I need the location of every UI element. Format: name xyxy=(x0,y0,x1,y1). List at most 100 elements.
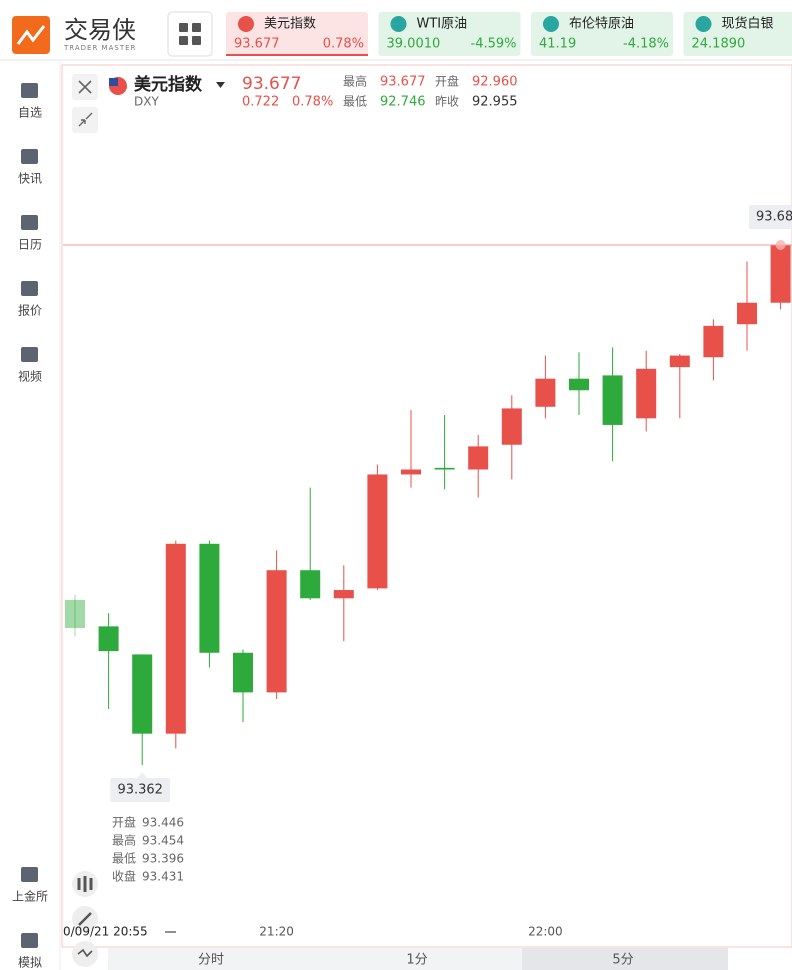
x-tick-label: 22:00 xyxy=(528,925,563,939)
sidebar-label[interactable]: 自选 xyxy=(18,106,42,120)
last-price-box xyxy=(749,204,792,229)
ticker-icon xyxy=(238,16,254,32)
candle-body xyxy=(165,543,186,734)
candle-body xyxy=(233,652,253,693)
hover-label: 最高 xyxy=(112,833,136,848)
sidebar-label[interactable]: 快讯 xyxy=(18,172,42,186)
candle-body xyxy=(737,302,757,325)
candle-body xyxy=(367,474,388,589)
ticker-price: 41.19 xyxy=(539,37,576,52)
sidebar-icon[interactable] xyxy=(21,281,38,296)
quote-change-pct: 0.78% xyxy=(292,95,333,110)
candle-body xyxy=(199,543,220,653)
candle-body xyxy=(569,378,589,391)
stat-label: 昨收 xyxy=(435,95,459,109)
ticker-name: WTI原油 xyxy=(417,17,468,32)
ticker-change: -4.18% xyxy=(623,37,669,52)
hover-value: 93.431 xyxy=(142,870,184,884)
sidebar-icon[interactable] xyxy=(21,347,38,362)
hover-label: 收盘 xyxy=(112,869,136,884)
candle-body xyxy=(535,378,556,407)
candle-body xyxy=(333,590,354,599)
menu-icon xyxy=(179,23,201,45)
logo-text: 交易侠 xyxy=(64,16,136,44)
stat-label: 开盘 xyxy=(435,74,459,89)
menu-button[interactable] xyxy=(167,11,213,57)
stat-value: 93.677 xyxy=(380,75,426,90)
candle-body xyxy=(98,626,119,652)
sidebar-icon[interactable] xyxy=(21,867,38,882)
quote-change: 0.722 xyxy=(242,95,279,110)
min-label: 93.362 xyxy=(117,783,163,798)
shrink-icon xyxy=(78,112,93,127)
sidebar-icon[interactable] xyxy=(21,83,38,98)
ticker-card[interactable] xyxy=(378,12,521,56)
candle-body xyxy=(703,325,724,358)
stat-label: 最高 xyxy=(343,74,367,89)
indicator-icon xyxy=(77,948,93,958)
ticker-name: 美元指数 xyxy=(264,17,316,32)
ticker-card[interactable] xyxy=(531,12,673,56)
tab[interactable]: 分时 xyxy=(198,953,224,968)
ticker-underline xyxy=(226,54,368,56)
candle-body xyxy=(300,570,321,599)
ticker-price: 93.677 xyxy=(234,37,280,52)
candle-body xyxy=(401,469,421,475)
chart-panel xyxy=(61,64,792,948)
candle-body xyxy=(266,570,287,693)
logo-mark xyxy=(16,25,46,45)
stat-value: 92.960 xyxy=(472,75,518,90)
candle-body xyxy=(669,355,690,368)
quote-code: DXY xyxy=(134,95,159,109)
ticker-name: 现货白银 xyxy=(722,16,774,32)
close-icon xyxy=(78,80,92,94)
sidebar-label[interactable]: 上金所 xyxy=(12,889,48,904)
tab-selected xyxy=(522,948,728,970)
dropdown-arrow[interactable] xyxy=(216,82,225,88)
draw-icon xyxy=(78,912,92,926)
logo-sub: TRADER MASTER xyxy=(63,44,136,52)
hover-label: 开盘 xyxy=(112,815,136,830)
hover-value: 93.396 xyxy=(142,852,184,866)
ticker-price: 39.0010 xyxy=(387,37,441,52)
candle-body xyxy=(132,654,153,734)
hover-label: 最低 xyxy=(112,852,136,866)
tab[interactable]: 1分 xyxy=(406,953,427,968)
stat-value: 92.746 xyxy=(380,95,426,110)
ticker-icon xyxy=(543,16,559,32)
candle-body xyxy=(65,599,85,629)
ticker-icon xyxy=(390,16,407,32)
sidebar-label[interactable]: 报价 xyxy=(18,303,42,318)
sidebar-label[interactable]: 视频 xyxy=(18,369,42,384)
sidebar-icon[interactable] xyxy=(21,149,38,164)
sidebar-label[interactable]: 模拟 xyxy=(18,956,42,970)
ticker-change: -4.59% xyxy=(471,37,517,52)
last-price-dot xyxy=(775,239,786,250)
quote-name: 美元指数 xyxy=(134,74,203,95)
hover-value: 93.446 xyxy=(142,816,184,830)
sidebar-label[interactable]: 日历 xyxy=(18,238,42,252)
min-pointer xyxy=(137,772,148,779)
tool-icon xyxy=(77,876,93,892)
stat-value: 92.955 xyxy=(472,95,518,110)
quote-price: 93.677 xyxy=(242,74,301,94)
candle-body xyxy=(602,375,623,425)
last-price-label: 93.68 xyxy=(756,209,792,224)
hover-value: 93.454 xyxy=(142,834,184,848)
candle-body xyxy=(636,368,657,419)
sidebar xyxy=(0,61,60,970)
sidebar-icon[interactable] xyxy=(21,933,38,948)
ticker-icon xyxy=(695,16,712,32)
sidebar-icon[interactable] xyxy=(21,215,38,230)
ticker-change: 0.78% xyxy=(323,37,364,52)
x-tick-label: 21:20 xyxy=(259,925,294,939)
ticker-card[interactable] xyxy=(226,12,368,56)
flag-canton xyxy=(109,78,118,86)
candle-body xyxy=(468,446,489,470)
tab[interactable]: 5分 xyxy=(612,953,633,968)
stat-label: 最低 xyxy=(343,95,367,109)
candle-body xyxy=(434,467,455,470)
ticker-name: 布伦特原油 xyxy=(569,17,634,32)
min-box xyxy=(110,778,171,803)
